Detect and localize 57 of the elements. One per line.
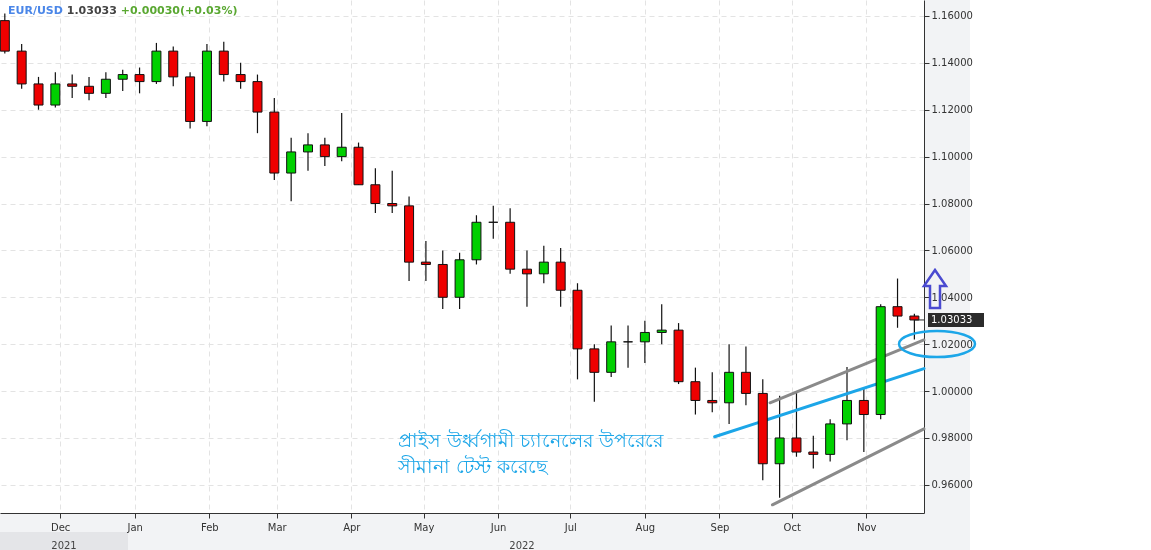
x-tick-label: Mar: [267, 521, 288, 533]
text: 2022: [509, 540, 535, 550]
x-tick-label: Feb: [200, 521, 219, 533]
candlestick: [538, 245, 549, 284]
chart-subtitle: 1.03033 +0.00030(+0.03%): [65, 4, 238, 17]
y-tick-label: 0.96000: [931, 479, 973, 491]
candlestick: [740, 345, 751, 406]
y-tick-label: 1.02000: [931, 338, 973, 350]
candlestick: [218, 41, 229, 83]
x-tick-label: May: [413, 521, 435, 533]
candlestick: [134, 66, 145, 94]
candlestick: [319, 137, 330, 167]
candlestick: [235, 62, 246, 90]
x-tick-label: Dec: [50, 521, 71, 533]
candlestick: [707, 371, 718, 413]
x-tick-label: Jul: [563, 521, 577, 533]
candlestick: [33, 76, 44, 111]
candlestick: [791, 391, 802, 458]
x-tick-label: Jun: [489, 521, 507, 533]
annotation: 1.03033: [931, 313, 973, 325]
candlestick: [67, 73, 78, 99]
x-tick-label: Jan: [126, 521, 143, 533]
candlestick: [84, 76, 95, 101]
candlestick: [117, 69, 128, 92]
x-tick-label: Nov: [856, 521, 877, 533]
candlestick: [858, 388, 869, 453]
candlestick: [656, 303, 667, 345]
chart-title: EUR/USD: [8, 4, 63, 17]
candlestick: [589, 343, 600, 403]
candlestick: [100, 71, 111, 99]
candlestick: [521, 249, 532, 308]
candlestick: [286, 137, 297, 202]
x-tick-label: Apr: [343, 521, 362, 533]
y-tick-label: 1.00000: [931, 385, 973, 397]
y-tick-label: 1.14000: [931, 57, 973, 69]
candlestick: [808, 435, 819, 470]
y-tick-label: 1.12000: [931, 104, 973, 116]
y-tick-label: 1.06000: [931, 244, 973, 256]
candlestick: [303, 132, 313, 172]
y-tick-label: 1.08000: [931, 198, 973, 210]
annotation: প্রাইস উর্ধ্বগামী চ্যানেলের উপরেরে সীমানা টেস্ট করেছে: [397, 429, 665, 477]
candlestick: [387, 170, 398, 214]
candlestick: [420, 240, 431, 282]
candlestick: [50, 71, 61, 108]
x-tick-label: Oct: [783, 521, 801, 533]
candlestick: [639, 320, 650, 364]
y-tick-label: 1.10000: [931, 151, 973, 163]
x-tick-label: Sep: [710, 521, 730, 533]
candlestick: [892, 277, 903, 329]
text: 2021: [51, 540, 77, 550]
y-tick-label: 0.98000: [931, 432, 973, 444]
candlestick: [842, 366, 852, 441]
x-tick-label: Aug: [635, 521, 656, 533]
candlestick: [370, 167, 381, 214]
y-tick-label: 1.16000: [931, 10, 973, 22]
candlestick: [336, 112, 347, 162]
candlestick: [690, 367, 701, 416]
